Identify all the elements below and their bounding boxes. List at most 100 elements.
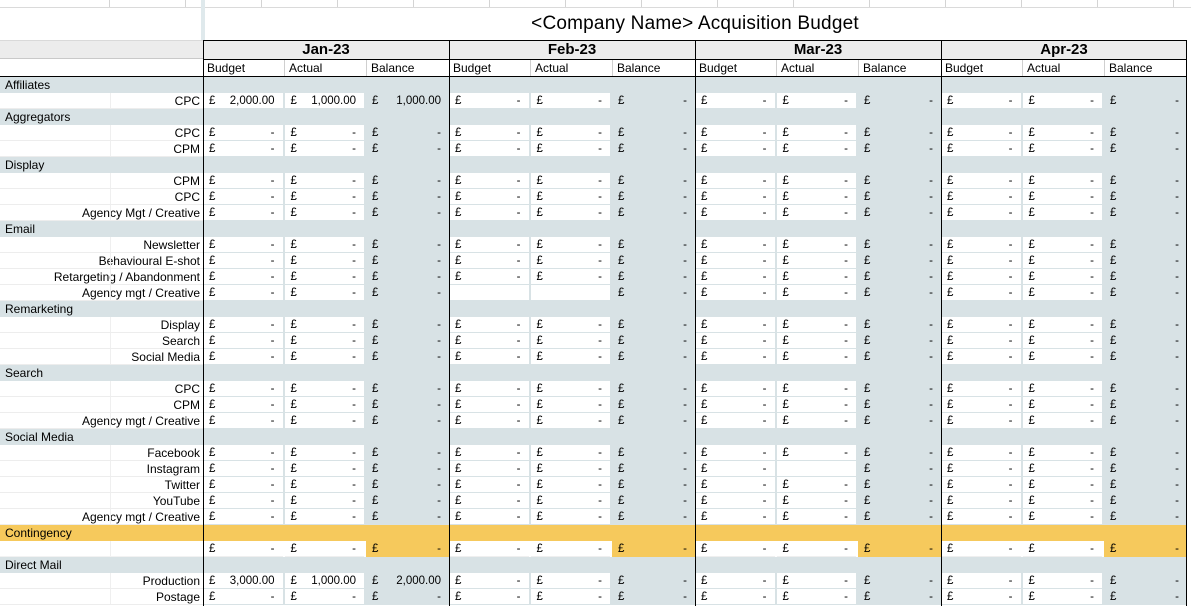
column-header-balance[interactable]: Balance	[613, 59, 695, 77]
cell-budget[interactable]: £ -	[203, 477, 283, 492]
cell-budget[interactable]: £ -	[449, 589, 529, 604]
cell-budget[interactable]: £ -	[449, 477, 529, 492]
cell-budget[interactable]: £ -	[449, 205, 529, 220]
cell-actual[interactable]: £ -	[776, 509, 856, 524]
cell-balance[interactable]: £ -	[1104, 413, 1187, 428]
cell-actual[interactable]: £ -	[1022, 461, 1102, 476]
cell-balance[interactable]: £ -	[612, 237, 695, 252]
cell-budget[interactable]: £ -	[203, 349, 283, 364]
cell-balance[interactable]: £ -	[1104, 509, 1187, 524]
cell-actual[interactable]: £ -	[776, 317, 856, 332]
cell-actual[interactable]: £ -	[776, 205, 856, 220]
cell-balance[interactable]: £ -	[1104, 573, 1187, 588]
column-header-budget[interactable]: Budget	[449, 59, 531, 77]
cell-actual[interactable]: £ -	[530, 509, 610, 524]
cell-actual[interactable]: £ -	[1022, 141, 1102, 156]
cell-budget[interactable]: £ -	[449, 173, 529, 188]
row-label[interactable]: YouTube	[0, 493, 203, 509]
cell-actual[interactable]: £ -	[776, 93, 856, 108]
cell-budget[interactable]: £ -	[695, 493, 775, 508]
cell-balance[interactable]: £ -	[612, 205, 695, 220]
cell-budget[interactable]: £2,000.00	[203, 93, 283, 108]
cell-balance[interactable]: £ -	[858, 397, 941, 412]
cell-budget[interactable]: £ -	[203, 141, 283, 156]
cell-balance[interactable]: £ -	[366, 285, 449, 300]
cell-balance[interactable]: £ -	[612, 285, 695, 300]
cell-balance[interactable]: £ -	[1104, 125, 1187, 140]
cell-balance[interactable]: £ -	[1104, 237, 1187, 252]
cell-budget[interactable]: £ -	[941, 461, 1021, 476]
cell-budget[interactable]: £ -	[941, 189, 1021, 204]
cell-balance[interactable]: £ -	[612, 269, 695, 284]
cell-budget[interactable]: £ -	[695, 589, 775, 604]
cell-actual[interactable]: £ -	[284, 381, 364, 396]
cell-actual[interactable]: £ -	[776, 285, 856, 300]
cell-budget[interactable]: £ -	[695, 573, 775, 588]
cell-actual[interactable]: £ -	[530, 397, 610, 412]
row-label[interactable]: Production	[0, 573, 203, 589]
cell-actual[interactable]: £ -	[530, 349, 610, 364]
cell-balance[interactable]: £ -	[612, 125, 695, 140]
cell-actual[interactable]: £ -	[284, 493, 364, 508]
cell-balance[interactable]: £ -	[366, 541, 449, 557]
cell-actual[interactable]: £ -	[1022, 349, 1102, 364]
cell-budget[interactable]: £ -	[695, 333, 775, 348]
row-label[interactable]: Agency mgt / Creative	[0, 509, 203, 525]
cell-actual[interactable]: £ -	[1022, 285, 1102, 300]
cell-actual[interactable]: £ -	[776, 253, 856, 268]
cell-balance[interactable]: £ -	[858, 253, 941, 268]
cell-budget[interactable]: £ -	[449, 349, 529, 364]
cell-budget[interactable]: £ -	[695, 397, 775, 412]
cell-balance[interactable]: £ -	[1104, 477, 1187, 492]
cell-budget[interactable]: £ -	[695, 93, 775, 108]
row-label[interactable]: Newsletter	[0, 237, 203, 253]
column-header-actual[interactable]: Actual	[1023, 59, 1105, 77]
cell-budget[interactable]: £ -	[449, 141, 529, 156]
cell-budget[interactable]: £ -	[695, 349, 775, 364]
cell-budget[interactable]: £ -	[941, 253, 1021, 268]
cell-balance[interactable]: £ -	[858, 285, 941, 300]
cell-balance[interactable]: £ -	[1104, 141, 1187, 156]
cell-balance[interactable]: £ -	[612, 173, 695, 188]
cell-actual[interactable]: £ -	[1022, 189, 1102, 204]
cell-budget[interactable]: £ -	[449, 381, 529, 396]
cell-budget[interactable]: £ -	[203, 173, 283, 188]
row-label[interactable]: CPC	[0, 93, 203, 109]
cell-budget[interactable]: £ -	[203, 269, 283, 284]
cell-budget[interactable]: £ -	[449, 333, 529, 348]
cell-actual[interactable]: £ -	[284, 477, 364, 492]
cell-balance[interactable]: £ -	[1104, 285, 1187, 300]
cell-budget[interactable]: £ -	[449, 93, 529, 108]
cell-actual[interactable]: £ -	[284, 397, 364, 412]
cell-budget[interactable]: £ -	[695, 381, 775, 396]
cell-actual[interactable]: £ -	[530, 477, 610, 492]
cell-budget[interactable]: £ -	[941, 381, 1021, 396]
cell-actual[interactable]: £ -	[284, 317, 364, 332]
month-header-jan-23[interactable]: Jan-23	[203, 40, 449, 59]
row-label[interactable]: CPM	[0, 141, 203, 157]
cell-actual[interactable]: £ -	[284, 125, 364, 140]
cell-actual[interactable]: £ -	[530, 333, 610, 348]
cell-actual[interactable]: £ -	[284, 285, 364, 300]
column-header-actual[interactable]: Actual	[531, 59, 613, 77]
cell-budget[interactable]: £ -	[695, 285, 775, 300]
row-label[interactable]: CPC	[0, 381, 203, 397]
row-label[interactable]: CPC	[0, 189, 203, 205]
cell-balance[interactable]: £ -	[612, 333, 695, 348]
cell-budget[interactable]: £ -	[941, 125, 1021, 140]
cell-budget[interactable]	[449, 285, 529, 300]
cell-balance[interactable]: £ -	[1104, 397, 1187, 412]
cell-budget[interactable]: £ -	[941, 317, 1021, 332]
cell-actual[interactable]: £ -	[776, 541, 856, 557]
cell-actual[interactable]: £ -	[284, 445, 364, 460]
cell-balance[interactable]: £ -	[612, 445, 695, 460]
month-header-mar-23[interactable]: Mar-23	[695, 40, 941, 59]
cell-balance[interactable]: £ -	[858, 461, 941, 476]
category-label-cell[interactable]: Contingency	[0, 525, 203, 541]
column-header-budget[interactable]: Budget	[695, 59, 777, 77]
cell-actual[interactable]: £ -	[530, 93, 610, 108]
row-label[interactable]: Display	[0, 317, 203, 333]
cell-balance[interactable]: £ -	[858, 493, 941, 508]
cell-actual[interactable]: £ -	[1022, 173, 1102, 188]
cell-balance[interactable]: £ -	[858, 317, 941, 332]
